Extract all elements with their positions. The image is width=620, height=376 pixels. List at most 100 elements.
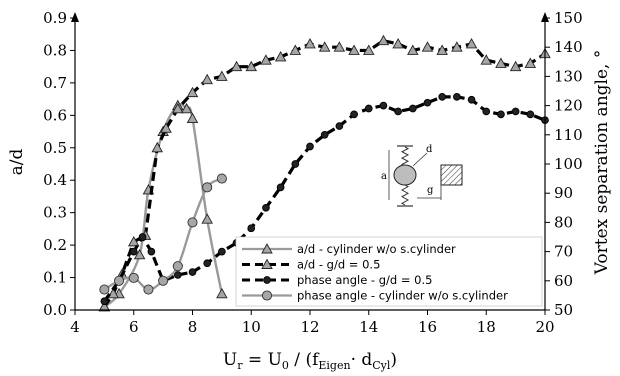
legend-item: phase angle - g/d = 0.5 [242, 273, 432, 287]
data-point-triangle [186, 112, 199, 124]
y-axis-label-left: a/d [7, 149, 27, 176]
x-axis-label-subscript: Cyl [372, 359, 391, 372]
data-point-circle [138, 233, 147, 241]
data-point-triangle [186, 86, 199, 98]
axes-layer [70, 12, 550, 315]
data-point-triangle [392, 38, 404, 49]
data-point-circle [364, 104, 373, 113]
stationary-square-cylinder [440, 164, 463, 186]
data-point-circle [261, 290, 273, 301]
data-point-triangle [133, 248, 146, 260]
data-point-circle [203, 259, 212, 268]
x-axis-label-part: ) [390, 350, 397, 370]
data-point-circle [143, 284, 154, 295]
data-point-circle [218, 247, 226, 256]
data-point-circle [188, 268, 197, 276]
y-left-tick-label: 0.2 [43, 236, 67, 254]
data-point-triangle [509, 60, 522, 72]
data-point-circle [497, 110, 505, 119]
y-axis-right-arrow [541, 12, 549, 22]
data-point-circle [114, 275, 125, 286]
data-point-triangle [436, 44, 448, 55]
x-axis-label: Ur = U0 / (fEigen· dCyl) [223, 350, 397, 372]
data-point-triangle [245, 60, 258, 72]
oscillating-cylinder [393, 164, 417, 186]
y-right-tick-label: 140 [554, 38, 583, 56]
series-4 [99, 173, 227, 295]
data-point-triangle [98, 300, 111, 312]
data-point-triangle [274, 51, 287, 62]
data-point-circle [335, 122, 344, 130]
data-point-circle [216, 173, 227, 184]
data-point-circle [276, 183, 285, 192]
data-point-circle [172, 261, 183, 272]
legend-item: a/d - cylinder w/o s.cylinder [242, 242, 456, 256]
y-right-tick-label: 90 [554, 184, 573, 202]
data-point-circle [467, 95, 476, 104]
x-axis-label-part: = U [243, 350, 282, 370]
x-tick-label: 12 [300, 318, 319, 336]
cylinder-schematic-diagram: a d g [381, 144, 463, 207]
data-point-circle [187, 217, 198, 228]
label-d: d [426, 144, 433, 155]
y-left-tick-label: 0.1 [43, 269, 67, 287]
data-point-triangle [465, 38, 478, 49]
data-point-circle [482, 107, 491, 116]
x-axis-label-subscript: r [237, 359, 243, 372]
data-point-triangle [451, 41, 463, 52]
data-point-triangle [180, 102, 193, 114]
data-point-circle [379, 101, 388, 110]
data-point-triangle [230, 60, 243, 72]
legend-label: a/d - g/d = 0.5 [297, 258, 380, 272]
data-point-triangle [333, 41, 346, 52]
top-spring [400, 146, 410, 167]
data-point-triangle [160, 122, 172, 133]
y-axis-label-right: Vortex separation angle, ° [592, 50, 612, 276]
data-point-circle [438, 92, 447, 101]
legend-item: a/d - g/d = 0.5 [242, 258, 380, 272]
x-tick-label: 16 [418, 318, 437, 336]
y-left-tick-label: 0.6 [43, 106, 67, 124]
x-tick-label: 8 [188, 318, 198, 336]
x-axis-label-part: / (f [289, 350, 320, 370]
y-right-tick-label: 130 [554, 67, 583, 85]
data-point-circle [202, 182, 213, 193]
x-axis-label-subscript: Eigen [318, 359, 350, 372]
data-point-triangle [127, 235, 140, 247]
data-point-triangle [201, 213, 213, 224]
legend: a/d - cylinder w/o s.cylinder a/d - g/d =… [235, 236, 543, 307]
data-point-circle [158, 275, 169, 286]
x-tick-label: 18 [477, 318, 496, 336]
x-tick-label: 4 [70, 318, 80, 336]
legend-item: phase angle - cylinder w/o s.cylinder [242, 289, 508, 303]
data-point-triangle [261, 243, 273, 254]
data-point-circle [350, 110, 358, 119]
data-point-triangle [216, 70, 228, 81]
data-point-triangle [107, 287, 119, 299]
data-point-triangle [524, 57, 537, 68]
x-axis-label-part: U [223, 350, 237, 370]
label-d-leader [412, 152, 428, 167]
tick-labels: 4 6 8 10 12 14 16 18 20 0.0 0.1 0.2 0.3 0.4 0.5 0.6 0.7 0… [43, 9, 583, 336]
y-right-tick-label: 50 [554, 301, 573, 319]
y-left-tick-label: 0.5 [43, 139, 67, 157]
data-point-circle [511, 107, 520, 116]
data-point-circle [147, 247, 156, 256]
data-point-triangle [289, 44, 302, 55]
data-point-triangle [201, 73, 213, 85]
y-left-tick-label: 0.7 [43, 74, 67, 92]
y-right-tick-label: 70 [554, 243, 573, 261]
data-point-circle [173, 271, 182, 279]
data-point-circle [129, 247, 138, 256]
data-point-triangle [151, 141, 164, 153]
bottom-spring [400, 184, 410, 206]
data-point-circle [423, 98, 432, 107]
y-left-tick-label: 0.8 [43, 41, 67, 59]
y-left-tick-label: 0.4 [43, 171, 67, 189]
data-point-circle [394, 107, 402, 116]
data-point-triangle [495, 57, 507, 68]
x-axis-label-subscript: 0 [282, 359, 289, 372]
data-point-triangle [304, 38, 316, 49]
data-point-triangle [216, 287, 228, 299]
